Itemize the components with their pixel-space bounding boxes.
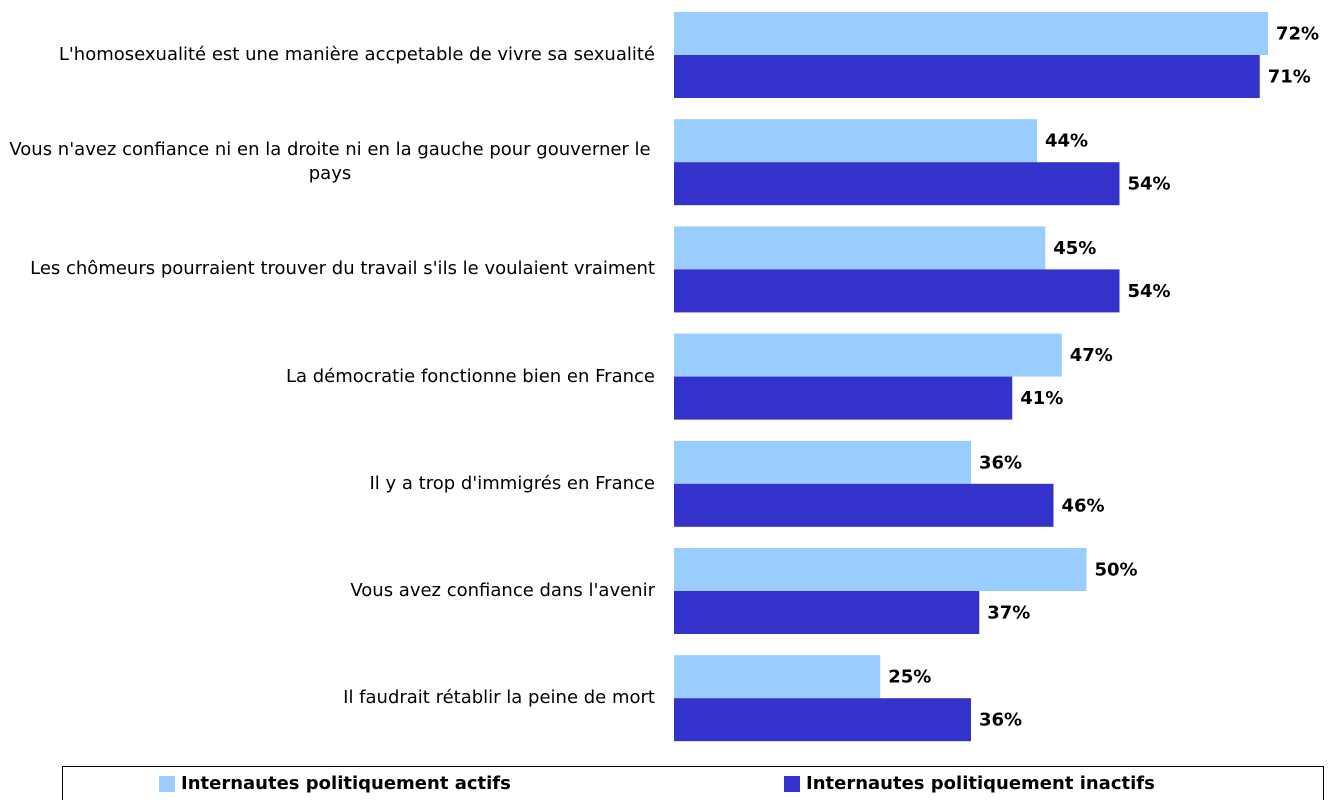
- plot: 72% 71% 44% 54% 45% 54% 47% 41% 36% 46% 50% 37% 25% 3…: [674, 12, 1319, 742]
- data-label: 41%: [1020, 388, 1063, 409]
- category-label: L'homosexualité est une manière accpetab…: [58, 44, 655, 65]
- data-label: 36%: [979, 452, 1022, 473]
- data-label: 54%: [1128, 174, 1171, 195]
- legend-item: Internautes politiquement actifs: [159, 773, 511, 794]
- legend-swatch: [159, 775, 175, 792]
- bar: [674, 333, 1062, 377]
- data-label: 71%: [1268, 67, 1311, 88]
- category-label-box: Il faudrait rétablir la peine de mort: [0, 655, 655, 741]
- category-label-box: La démocratie fonctionne bien en France: [0, 334, 655, 420]
- bar: [674, 162, 1120, 206]
- bar: [674, 12, 1268, 55]
- data-label: 47%: [1070, 345, 1113, 366]
- category-label-box: Il y a trop d'immigrés en France: [0, 441, 656, 527]
- category-label: Vous n'avez confiance ni en la droite ni…: [9, 139, 651, 185]
- category-label-box: Vous n'avez confiance ni en la droite ni…: [0, 119, 655, 205]
- bar: [674, 698, 971, 742]
- legend-swatch: [784, 775, 800, 792]
- data-label: 54%: [1128, 281, 1171, 302]
- category-label-box: L'homosexualité est une manière accpetab…: [0, 12, 655, 98]
- category-label: Il y a trop d'immigrés en France: [369, 472, 656, 494]
- bar: [674, 440, 971, 484]
- bar: [674, 655, 881, 699]
- data-label: 36%: [979, 710, 1022, 731]
- data-label: 46%: [1062, 495, 1105, 516]
- legend-label: Internautes politiquement inactifs: [806, 773, 1155, 794]
- bar: [674, 548, 1087, 591]
- category-label-box: Vous avez confiance dans l'avenir: [0, 548, 655, 634]
- data-label: 25%: [888, 667, 931, 688]
- category-label: Il faudrait rétablir la peine de mort: [343, 687, 655, 709]
- bar: [674, 119, 1037, 163]
- data-label: 45%: [1053, 238, 1096, 259]
- category-label: La démocratie fonctionne bien en France: [285, 365, 655, 387]
- data-label: 37%: [987, 603, 1030, 624]
- bar: [674, 591, 980, 634]
- bar: [674, 226, 1046, 270]
- data-label: 44%: [1045, 131, 1088, 152]
- category-label: Les chômeurs pourraient trouver du trava…: [30, 258, 655, 280]
- legend-label: Internautes politiquement actifs: [181, 773, 511, 794]
- legend: Internautes politiquement actifs Internau…: [62, 766, 1324, 800]
- bar: [674, 376, 1013, 420]
- data-label: 50%: [1095, 560, 1138, 581]
- bar: [674, 483, 1054, 527]
- category-label: Vous avez confiance dans l'avenir: [350, 580, 655, 601]
- bar: [674, 269, 1120, 313]
- data-label: 72%: [1276, 24, 1319, 45]
- legend-item: Internautes politiquement inactifs: [784, 773, 1155, 794]
- bar: [674, 55, 1260, 98]
- category-label-box: Les chômeurs pourraient trouver du trava…: [0, 226, 655, 312]
